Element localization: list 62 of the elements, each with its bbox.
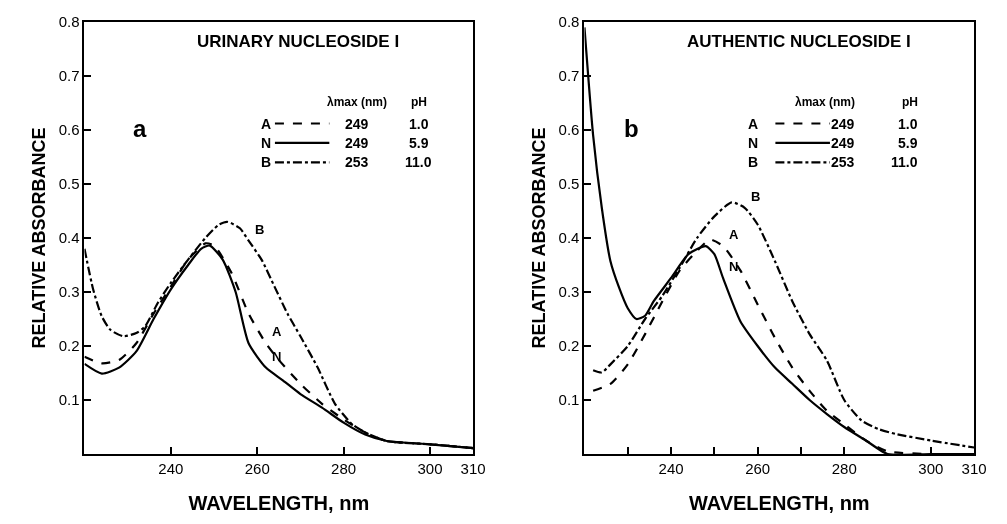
annotation: a (133, 115, 147, 142)
text: AUTHENTIC NUCLEOSIDE I (687, 32, 911, 51)
annotation: λmax (nm) (795, 95, 856, 109)
x-tick-label: 260 (745, 460, 771, 477)
legend-label: N (261, 135, 272, 151)
x-tick-label: 240 (658, 460, 684, 477)
x-tick-label: 310 (961, 460, 987, 477)
y-tick-label: 0.2 (558, 337, 580, 355)
y-axis-title: RELATIVE ABSORBANCE (29, 127, 50, 349)
annotation: 11.0 (405, 154, 432, 170)
annotation: 5.9 (409, 135, 429, 151)
annotation: 5.9 (898, 135, 918, 151)
annotation: B (751, 189, 761, 204)
annotation: A (729, 227, 739, 242)
y-tick-label: 0.8 (58, 13, 80, 31)
annotation: 11.0 (891, 154, 918, 170)
x-tick-label: 240 (158, 460, 184, 477)
y-tick-label: 0.3 (558, 283, 580, 301)
x-tick-label: 300 (417, 460, 443, 477)
annotation: pH (411, 95, 427, 109)
annotation: 253 (345, 154, 369, 170)
y-tick-label: 0.4 (558, 229, 580, 247)
y-tick-label: 0.7 (558, 67, 580, 85)
y-tick-label: 0.6 (558, 121, 580, 139)
annotation: A (272, 324, 282, 339)
legend-label: N (748, 135, 759, 151)
x-tick-label: 280 (831, 460, 857, 477)
annotation: B (255, 222, 265, 237)
annotation: N (729, 259, 739, 274)
y-tick-label: 0.1 (58, 391, 80, 409)
legend-label: A (748, 116, 759, 132)
x-tick-label: 280 (331, 460, 357, 477)
annotation: 249 (345, 135, 369, 151)
annotation: λmax (nm) (327, 95, 388, 109)
y-axis-title: RELATIVE ABSORBANCE (529, 127, 550, 349)
y-tick-label: 0.6 (58, 121, 80, 139)
x-tick-label: 300 (918, 460, 944, 477)
y-tick-label: 0.8 (558, 13, 580, 31)
x-axis-title: WAVELENGTH, nm (688, 492, 870, 514)
annotation: N (272, 349, 282, 364)
y-tick-label: 0.1 (558, 391, 580, 409)
x-tick-label: 310 (460, 460, 486, 477)
annotation: 249 (831, 116, 855, 132)
annotation: pH (902, 95, 918, 109)
text: URINARY NUCLEOSIDE I (197, 32, 400, 51)
annotation: b (624, 115, 639, 142)
y-tick-label: 0.4 (58, 229, 80, 247)
x-axis-title: WAVELENGTH, nm (188, 492, 370, 514)
y-tick-label: 0.2 (58, 337, 80, 355)
y-tick-label: 0.5 (558, 175, 580, 193)
y-tick-label: 0.3 (58, 283, 80, 301)
x-tick-label: 260 (244, 460, 270, 477)
legend-label: B (748, 154, 759, 170)
annotation: 249 (345, 116, 369, 132)
annotation: 1.0 (409, 116, 429, 132)
annotation: 1.0 (898, 116, 918, 132)
legend-label: B (261, 154, 272, 170)
y-tick-label: 0.7 (58, 67, 80, 85)
annotation: 249 (831, 135, 855, 151)
legend-label: A (261, 116, 272, 132)
annotation: 253 (831, 154, 855, 170)
y-tick-label: 0.5 (58, 175, 80, 193)
